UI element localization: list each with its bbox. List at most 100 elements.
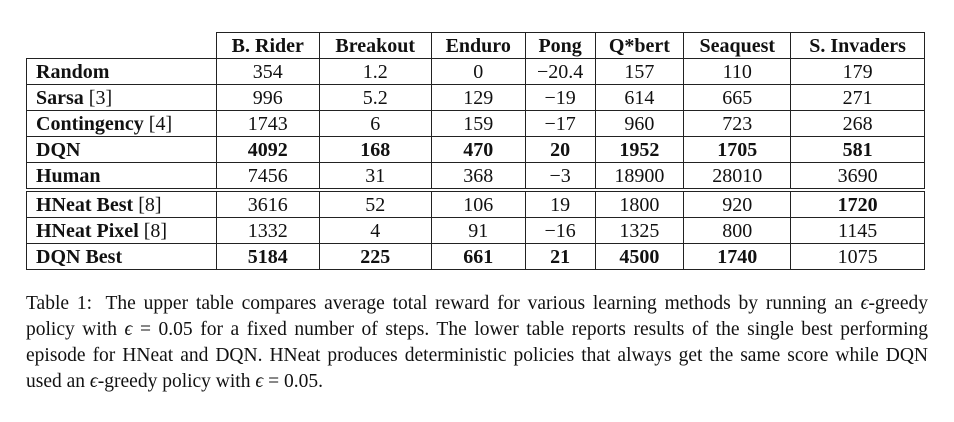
table-row: Random 354 1.2 0 −20.4 157 110 179	[26, 58, 925, 85]
score-cell: −17	[524, 110, 596, 137]
caption-text: The upper table compares average total r…	[105, 293, 861, 314]
corner-cell	[26, 32, 217, 59]
column-header: Enduro	[430, 32, 526, 59]
table-body: Random 354 1.2 0 −20.4 157 110 179 Sarsa [3] 996 5…	[26, 58, 925, 270]
method-cell: Contingency [4]	[26, 110, 217, 137]
score-cell: 581	[790, 136, 925, 163]
score-cell: 4500	[594, 243, 685, 270]
score-cell: 723	[683, 110, 792, 137]
results-table: B. Rider Breakout Enduro Pong Q*bert Sea…	[26, 32, 925, 270]
citation-ref: [8]	[133, 193, 162, 216]
citation-ref: [8]	[138, 219, 168, 242]
caption-text: .	[318, 371, 323, 392]
method-name: Random	[36, 60, 110, 83]
method-cell: Sarsa [3]	[26, 84, 217, 111]
method-cell: HNeat Pixel [8]	[26, 217, 217, 244]
score-cell: 159	[430, 110, 526, 137]
score-cell: 1332	[215, 217, 320, 244]
score-cell: 4	[318, 217, 432, 244]
method-name: Human	[36, 164, 101, 187]
column-header: S. Invaders	[790, 32, 925, 59]
method-cell: HNeat Best [8]	[26, 188, 217, 218]
table-caption: Table 1: The upper table compares averag…	[26, 291, 928, 395]
score-cell: 1.2	[318, 58, 432, 85]
score-cell: 28010	[683, 162, 792, 191]
table-row: HNeat Best [8] 3616 52 106 19 1800 920 1720	[26, 188, 925, 218]
equation-value: = 0.05	[132, 319, 193, 340]
caption-text: -greedy policy with	[97, 371, 256, 392]
score-cell: −19	[524, 84, 596, 111]
column-header: Breakout	[318, 32, 432, 59]
column-header: Pong	[524, 32, 596, 59]
score-cell: 106	[430, 188, 526, 218]
score-cell: 368	[430, 162, 526, 191]
score-cell: 5184	[215, 243, 320, 270]
method-cell: Human	[26, 162, 217, 191]
score-cell: 920	[683, 188, 792, 218]
score-cell: 5.2	[318, 84, 432, 111]
citation-ref: [3]	[83, 86, 113, 109]
score-cell: 1075	[790, 243, 925, 270]
score-cell: 52	[318, 188, 432, 218]
caption-text: for a fixed number of steps. The lower t…	[26, 319, 928, 392]
score-cell: 157	[594, 58, 685, 85]
score-cell: 168	[318, 136, 432, 163]
score-cell: 19	[524, 188, 596, 218]
method-name: HNeat Best	[36, 193, 134, 216]
score-cell: 1720	[790, 188, 925, 218]
score-cell: 91	[430, 217, 526, 244]
score-cell: 21	[524, 243, 596, 270]
score-cell: 665	[683, 84, 792, 111]
score-cell: 268	[790, 110, 925, 137]
score-cell: −16	[524, 217, 596, 244]
method-name: DQN Best	[36, 245, 123, 268]
caption-text: -greedy policy with	[26, 293, 928, 340]
score-cell: 7456	[215, 162, 320, 191]
table-row: DQN Best 5184 225 661 21 4500 1740 1075	[26, 243, 925, 270]
epsilon-symbol: ϵ	[89, 371, 98, 392]
method-cell: Random	[26, 58, 217, 85]
score-cell: 110	[683, 58, 792, 85]
epsilon-symbol: ϵ	[124, 319, 133, 340]
equation-value: = 0.05	[263, 371, 319, 392]
score-cell: 129	[430, 84, 526, 111]
table-row: Contingency [4] 1743 6 159 −17 960 723 268	[26, 110, 925, 137]
method-cell: DQN Best	[26, 243, 217, 270]
score-cell: 1740	[683, 243, 792, 270]
score-cell: 1145	[790, 217, 925, 244]
epsilon-symbol: ϵ	[860, 293, 869, 314]
method-name: DQN	[36, 138, 81, 161]
score-cell: 271	[790, 84, 925, 111]
table-row: HNeat Pixel [8] 1332 4 91 −16 1325 800 1145	[26, 217, 925, 244]
score-cell: 1952	[594, 136, 685, 163]
score-cell: 3616	[215, 188, 320, 218]
score-cell: 1800	[594, 188, 685, 218]
column-header: Seaquest	[683, 32, 792, 59]
score-cell: 996	[215, 84, 320, 111]
score-cell: 1325	[594, 217, 685, 244]
score-cell: 18900	[594, 162, 685, 191]
score-cell: 661	[430, 243, 526, 270]
score-cell: 31	[318, 162, 432, 191]
score-cell: 800	[683, 217, 792, 244]
score-cell: 179	[790, 58, 925, 85]
citation-ref: [4]	[143, 112, 173, 135]
score-cell: 20	[524, 136, 596, 163]
method-cell: DQN	[26, 136, 217, 163]
score-cell: 1743	[215, 110, 320, 137]
method-name: Contingency	[36, 112, 144, 135]
score-cell: 4092	[215, 136, 320, 163]
score-cell: 614	[594, 84, 685, 111]
header-row: B. Rider Breakout Enduro Pong Q*bert Sea…	[26, 32, 925, 59]
score-cell: 470	[430, 136, 526, 163]
score-cell: 3690	[790, 162, 925, 191]
table-row: DQN 4092 168 470 20 1952 1705 581	[26, 136, 925, 163]
score-cell: 960	[594, 110, 685, 137]
method-name: Sarsa	[36, 86, 84, 109]
column-header: Q*bert	[594, 32, 685, 59]
score-cell: −20.4	[524, 58, 596, 85]
table-row: Human 7456 31 368 −3 18900 28010 3690	[26, 162, 925, 191]
caption-label: Table 1:	[26, 293, 93, 314]
score-cell: −3	[524, 162, 596, 191]
column-header: B. Rider	[215, 32, 320, 59]
